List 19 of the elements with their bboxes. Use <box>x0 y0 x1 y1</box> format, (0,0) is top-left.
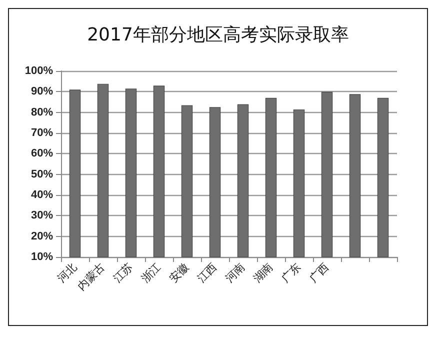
y-tick-label: 30% <box>30 210 54 222</box>
x-tick-label: 广东 <box>278 260 304 286</box>
chart-title: 2017年部分地区高考实际录取率 <box>87 24 349 46</box>
y-tick-label: 10% <box>30 251 54 263</box>
y-tick-label: 90% <box>30 86 54 98</box>
x-tick-label: 江西 <box>194 260 220 286</box>
y-tick-label: 60% <box>30 148 54 160</box>
y-tick-label: 80% <box>30 106 54 118</box>
y-tick-label: 40% <box>30 189 54 201</box>
y-tick-label: 100% <box>24 65 54 77</box>
y-tick-label: 50% <box>30 168 54 180</box>
x-tick-label: 安徽 <box>166 260 192 286</box>
x-tick-label: 江苏 <box>110 260 136 286</box>
x-tick-label: 湖南 <box>250 260 276 286</box>
y-tick-label: 70% <box>30 127 54 139</box>
y-tick-label: 20% <box>30 230 54 242</box>
x-tick-label: 广西 <box>306 260 332 286</box>
x-tick-label: 河南 <box>222 260 248 286</box>
x-tick-label: 浙江 <box>138 260 164 286</box>
